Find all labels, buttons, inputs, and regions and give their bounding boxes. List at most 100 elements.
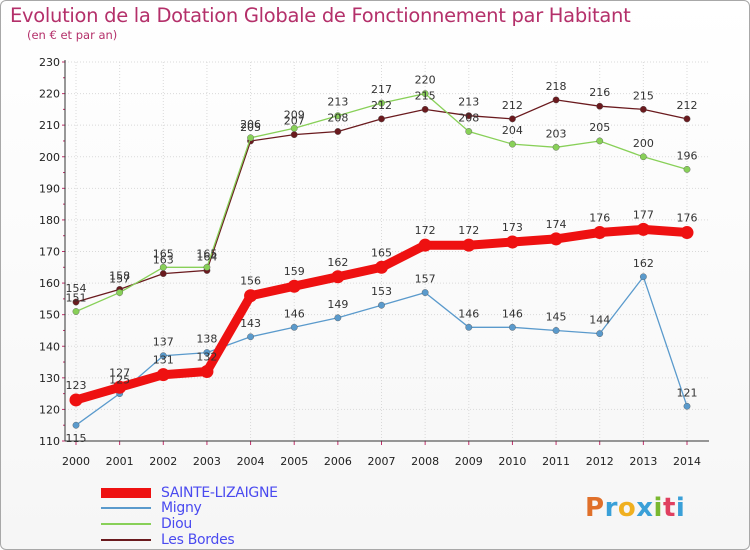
data-point (378, 115, 385, 123)
x-tick-label: 2001 (106, 455, 134, 468)
logo-letter: i (653, 493, 663, 523)
data-label: 163 (153, 254, 174, 267)
legend-item-les-bordes[interactable]: Les Bordes (101, 532, 235, 548)
data-point (72, 421, 80, 429)
y-tick-label: 110 (39, 435, 60, 448)
data-point (552, 327, 560, 334)
axes: 110 120 130 140 150 160 170 180 190 200 210 220 230 2… (39, 56, 709, 468)
data-label: 205 (589, 121, 610, 134)
y-tick-label: 150 (39, 309, 60, 322)
y-tick-label: 170 (39, 246, 60, 259)
data-label: 164 (196, 250, 217, 263)
x-tick-label: 2005 (280, 455, 308, 468)
x-tick-label: 2008 (411, 455, 439, 468)
data-point (552, 96, 560, 104)
data-point (421, 90, 429, 97)
x-tick-label: 2011 (542, 455, 570, 468)
data-point (334, 112, 342, 120)
proxiti-logo: Proxiti (585, 493, 685, 523)
data-label: 144 (589, 314, 610, 327)
legend-label: Migny (161, 500, 202, 516)
y-tick-label: 130 (39, 372, 60, 385)
x-tick-label: 2000 (62, 455, 90, 468)
data-point (593, 226, 607, 240)
legend-item-migny[interactable]: Migny (101, 500, 202, 516)
legend-label: Les Bordes (161, 532, 235, 548)
data-label: 172 (415, 224, 436, 237)
data-point (418, 238, 432, 252)
logo-letter: P (585, 493, 605, 523)
data-label: 215 (415, 89, 436, 102)
chart-subtitle: (en € et par an) (27, 28, 118, 42)
data-point (465, 112, 473, 120)
x-tick-label: 2007 (368, 455, 396, 468)
data-label: 165 (371, 246, 392, 259)
data-point (639, 273, 647, 281)
data-point (683, 165, 691, 173)
data-label: 200 (633, 137, 654, 150)
data-label: 165 (153, 247, 174, 260)
logo-letter: x (636, 493, 654, 523)
data-point (683, 115, 691, 123)
data-label: 137 (153, 336, 174, 349)
data-point (69, 393, 83, 407)
data-label: 215 (633, 89, 654, 102)
legend-item-diou[interactable]: Diou (101, 516, 192, 532)
data-label: 196 (677, 149, 698, 162)
data-label: 176 (677, 212, 698, 225)
y-tick-label: 190 (39, 182, 60, 195)
data-label: 151 (66, 292, 87, 305)
data-label: 204 (502, 124, 523, 137)
y-tick-label: 200 (39, 151, 60, 164)
data-point (462, 238, 476, 252)
data-label: 157 (415, 273, 436, 286)
data-point (72, 298, 80, 306)
logo-letter: o (617, 493, 637, 523)
data-label: 174 (546, 218, 567, 231)
data-label: 146 (284, 307, 305, 320)
y-tick-label: 120 (39, 403, 60, 416)
legend-item-sainte-lizaigne[interactable]: SAINTE-LIZAIGNE (101, 485, 278, 501)
data-label: 146 (458, 307, 479, 320)
data-point (509, 323, 516, 331)
legend-label: SAINTE-LIZAIGNE (161, 485, 278, 501)
grid (65, 61, 709, 442)
data-point (549, 232, 563, 246)
data-point (596, 330, 604, 338)
data-label: 205 (240, 121, 261, 134)
data-labels: 154 158 163 164 205 207 208 212 215 213 212 218 216 2… (66, 74, 698, 446)
legend-swatch (101, 523, 151, 525)
data-label: 149 (327, 298, 348, 311)
data-label: 157 (109, 273, 130, 286)
data-label: 213 (327, 96, 348, 109)
data-point (287, 279, 301, 293)
data-label: 115 (66, 432, 87, 445)
data-label: 156 (240, 275, 261, 288)
data-point (247, 134, 254, 142)
data-label: 131 (153, 354, 174, 367)
data-point (596, 137, 604, 145)
x-tick-label: 2012 (586, 455, 614, 468)
data-label: 177 (633, 208, 654, 221)
chart-title: Evolution de la Dotation Globale de Fonc… (10, 4, 631, 27)
data-point (680, 226, 694, 240)
data-point (290, 131, 298, 139)
x-tick-label: 2002 (149, 455, 177, 468)
data-label: 145 (546, 310, 567, 323)
data-point (639, 105, 647, 113)
data-point (465, 323, 473, 331)
data-point (509, 140, 516, 148)
data-point (421, 289, 429, 296)
data-label: 213 (458, 96, 479, 109)
data-point (159, 263, 167, 271)
data-label: 216 (589, 86, 610, 99)
data-label: 153 (371, 285, 392, 298)
x-tick-label: 2013 (629, 455, 657, 468)
x-tick-label: 2003 (193, 455, 221, 468)
data-point (505, 235, 519, 249)
data-label: 159 (284, 265, 305, 278)
data-label: 173 (502, 221, 523, 234)
data-point (244, 289, 258, 303)
y-tick-label: 220 (39, 88, 60, 101)
